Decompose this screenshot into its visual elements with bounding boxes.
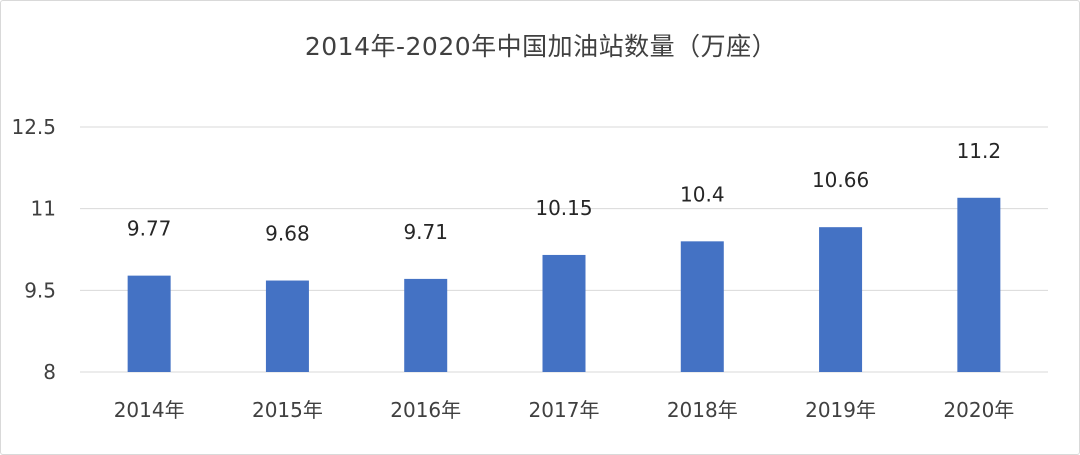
x-tick-label: 2016年 [390, 398, 461, 422]
data-label: 10.15 [535, 196, 592, 220]
data-label: 9.77 [127, 217, 172, 241]
y-tick-label: 11 [31, 197, 56, 221]
data-label: 9.71 [403, 220, 448, 244]
bar [819, 227, 863, 372]
bar [265, 280, 309, 372]
data-label: 10.4 [680, 182, 725, 206]
data-label: 11.2 [957, 139, 1002, 163]
bar [542, 254, 586, 372]
x-tick-label: 2020年 [943, 398, 1014, 422]
y-tick-label: 8 [43, 360, 56, 384]
x-tick-label: 2019年 [805, 398, 876, 422]
x-tick-label: 2018年 [667, 398, 738, 422]
bar [957, 197, 1001, 372]
bar [404, 278, 448, 372]
x-tick-label: 2014年 [114, 398, 185, 422]
x-tick-label: 2017年 [529, 398, 600, 422]
data-label: 10.66 [812, 168, 869, 192]
x-tick-label: 2015年 [252, 398, 323, 422]
y-tick-label: 9.5 [24, 278, 56, 302]
data-label: 9.68 [265, 222, 310, 246]
bar [680, 241, 724, 372]
bar [127, 275, 171, 372]
chart-title: 2014年-2020年中国加油站数量（万座） [304, 32, 778, 61]
y-tick-label: 12.5 [11, 115, 56, 139]
